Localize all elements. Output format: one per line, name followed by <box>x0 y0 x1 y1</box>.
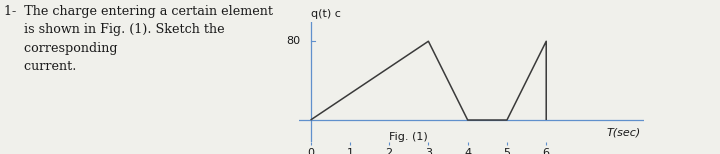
Text: T(sec): T(sec) <box>606 128 641 138</box>
Text: Fig. (1): Fig. (1) <box>390 132 428 142</box>
Text: 80: 80 <box>287 36 301 46</box>
Text: 1-  The charge entering a certain element
     is shown in Fig. (1). Sketch the
: 1- The charge entering a certain element… <box>4 5 273 73</box>
Text: q(t) c: q(t) c <box>310 9 341 19</box>
